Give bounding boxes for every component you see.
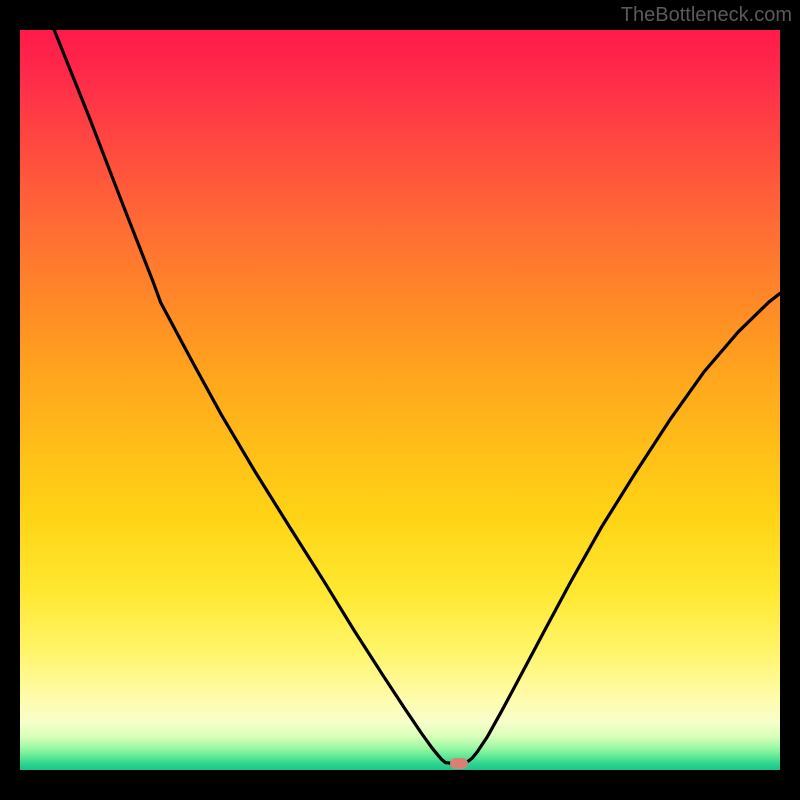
trough-marker (450, 758, 468, 769)
watermark-text: TheBottleneck.com (621, 4, 792, 27)
plot-area (20, 30, 780, 770)
bottleneck-curve (20, 30, 780, 770)
